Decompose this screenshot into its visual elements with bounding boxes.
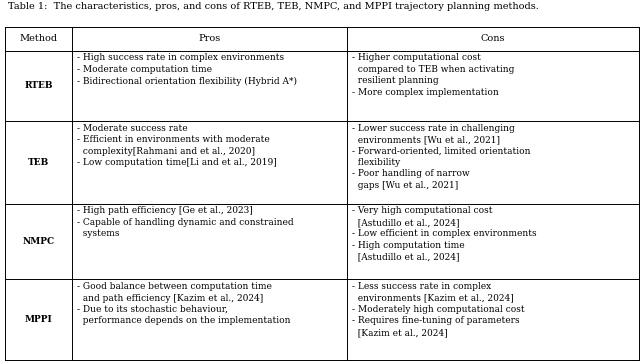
Text: NMPC: NMPC — [22, 237, 54, 246]
Text: - Moderate success rate
- Efficient in environments with moderate
  complexity[R: - Moderate success rate - Efficient in e… — [77, 124, 276, 167]
Text: Pros: Pros — [198, 34, 221, 43]
Text: - Lower success rate in challenging
  environments [Wu et al., 2021]
- Forward-o: - Lower success rate in challenging envi… — [353, 124, 531, 190]
Text: Cons: Cons — [481, 34, 505, 43]
Text: Table 1:  The characteristics, pros, and cons of RTEB, TEB, NMPC, and MPPI traje: Table 1: The characteristics, pros, and … — [8, 2, 538, 11]
Text: - Good balance between computation time
  and path efficiency [Kazim et al., 202: - Good balance between computation time … — [77, 282, 291, 325]
Text: - High path efficiency [Ge et al., 2023]
- Capable of handling dynamic and const: - High path efficiency [Ge et al., 2023]… — [77, 206, 293, 238]
Text: - Very high computational cost
  [Astudillo et al., 2024]
- Low efficient in com: - Very high computational cost [Astudill… — [353, 206, 537, 261]
Text: TEB: TEB — [28, 158, 49, 167]
Text: - Higher computational cost
  compared to TEB when activating
  resilient planni: - Higher computational cost compared to … — [353, 54, 515, 97]
Text: - High success rate in complex environments
- Moderate computation time
- Bidire: - High success rate in complex environme… — [77, 54, 297, 85]
Text: RTEB: RTEB — [24, 81, 52, 90]
Text: Method: Method — [19, 34, 58, 43]
Text: MPPI: MPPI — [24, 315, 52, 324]
Text: - Less success rate in complex
  environments [Kazim et al., 2024]
- Moderately : - Less success rate in complex environme… — [353, 282, 525, 337]
